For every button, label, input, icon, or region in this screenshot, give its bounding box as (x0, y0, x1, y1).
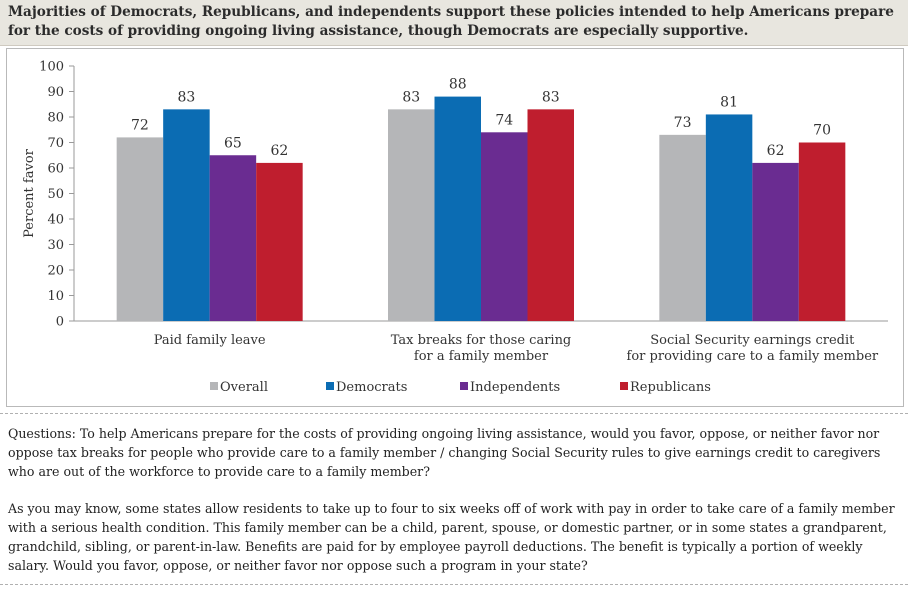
legend-label: Independents (470, 380, 560, 395)
y-axis-title: Percent favor (22, 148, 37, 238)
data-label: 65 (224, 135, 242, 151)
bar-republicans (798, 142, 846, 321)
y-tick-label: 50 (47, 187, 64, 202)
bar-democrats (163, 109, 210, 321)
bar-overall (388, 109, 435, 321)
bar-democrats (434, 96, 481, 321)
data-label: 83 (402, 89, 420, 105)
legend-label: Democrats (336, 380, 407, 395)
y-tick-label: 0 (56, 315, 64, 330)
y-tick-label: 30 (47, 238, 64, 253)
x-tick-label: for a family member (414, 349, 549, 364)
data-label: 62 (271, 143, 289, 159)
x-tick-label: Tax breaks for those caring (391, 333, 572, 348)
bar-republicans (527, 109, 574, 321)
legend-swatch-democrats (326, 382, 334, 390)
bar-independents (752, 162, 799, 321)
bar-chart: 0 10 20 30 40 50 60 70 80 90 100 Percent favor 72 83 6… (22, 60, 888, 395)
legend-label: Overall (220, 380, 268, 395)
bar-republicans (256, 162, 303, 321)
y-tick-label: 100 (39, 60, 64, 75)
data-label: 83 (178, 89, 196, 105)
bar-overall (659, 134, 706, 321)
data-label: 70 (813, 123, 831, 139)
data-label: 74 (495, 112, 513, 128)
question-notes: Questions: To help Americans prepare for… (8, 424, 904, 593)
y-tick-label: 80 (47, 111, 64, 126)
chart-header: Majorities of Democrats, Republicans, an… (0, 0, 908, 46)
data-label: 62 (767, 143, 785, 159)
bar-independents (209, 155, 257, 321)
bar-democrats (705, 114, 753, 321)
legend-swatch-republicans (620, 382, 628, 390)
x-tick-label: for providing care to a family member (627, 349, 879, 364)
divider-bottom (0, 584, 908, 585)
y-tick-label: 10 (47, 289, 64, 304)
bar-overall (116, 137, 164, 321)
bar-independents (481, 132, 528, 321)
legend-swatch-overall (210, 382, 218, 390)
chart-title: Majorities of Democrats, Republicans, an… (8, 4, 894, 39)
data-label: 81 (720, 94, 738, 110)
data-label: 73 (674, 115, 692, 131)
data-label: 88 (449, 77, 467, 93)
y-tick-label: 20 (47, 264, 64, 279)
data-label: 83 (542, 89, 560, 105)
data-label: 72 (131, 117, 149, 133)
divider (0, 413, 908, 414)
question-text-1: Questions: To help Americans prepare for… (8, 426, 881, 479)
legend-swatch-independents (460, 382, 468, 390)
y-tick-label: 70 (47, 136, 64, 151)
y-tick-label: 90 (47, 85, 64, 100)
y-tick-label: 60 (47, 162, 64, 177)
legend-label: Republicans (630, 380, 711, 395)
x-tick-label: Paid family leave (154, 333, 266, 348)
x-tick-label: Social Security earnings credit (650, 333, 855, 348)
y-tick-label: 40 (47, 213, 64, 228)
question-text-2: As you may know, some states allow resid… (8, 501, 895, 573)
